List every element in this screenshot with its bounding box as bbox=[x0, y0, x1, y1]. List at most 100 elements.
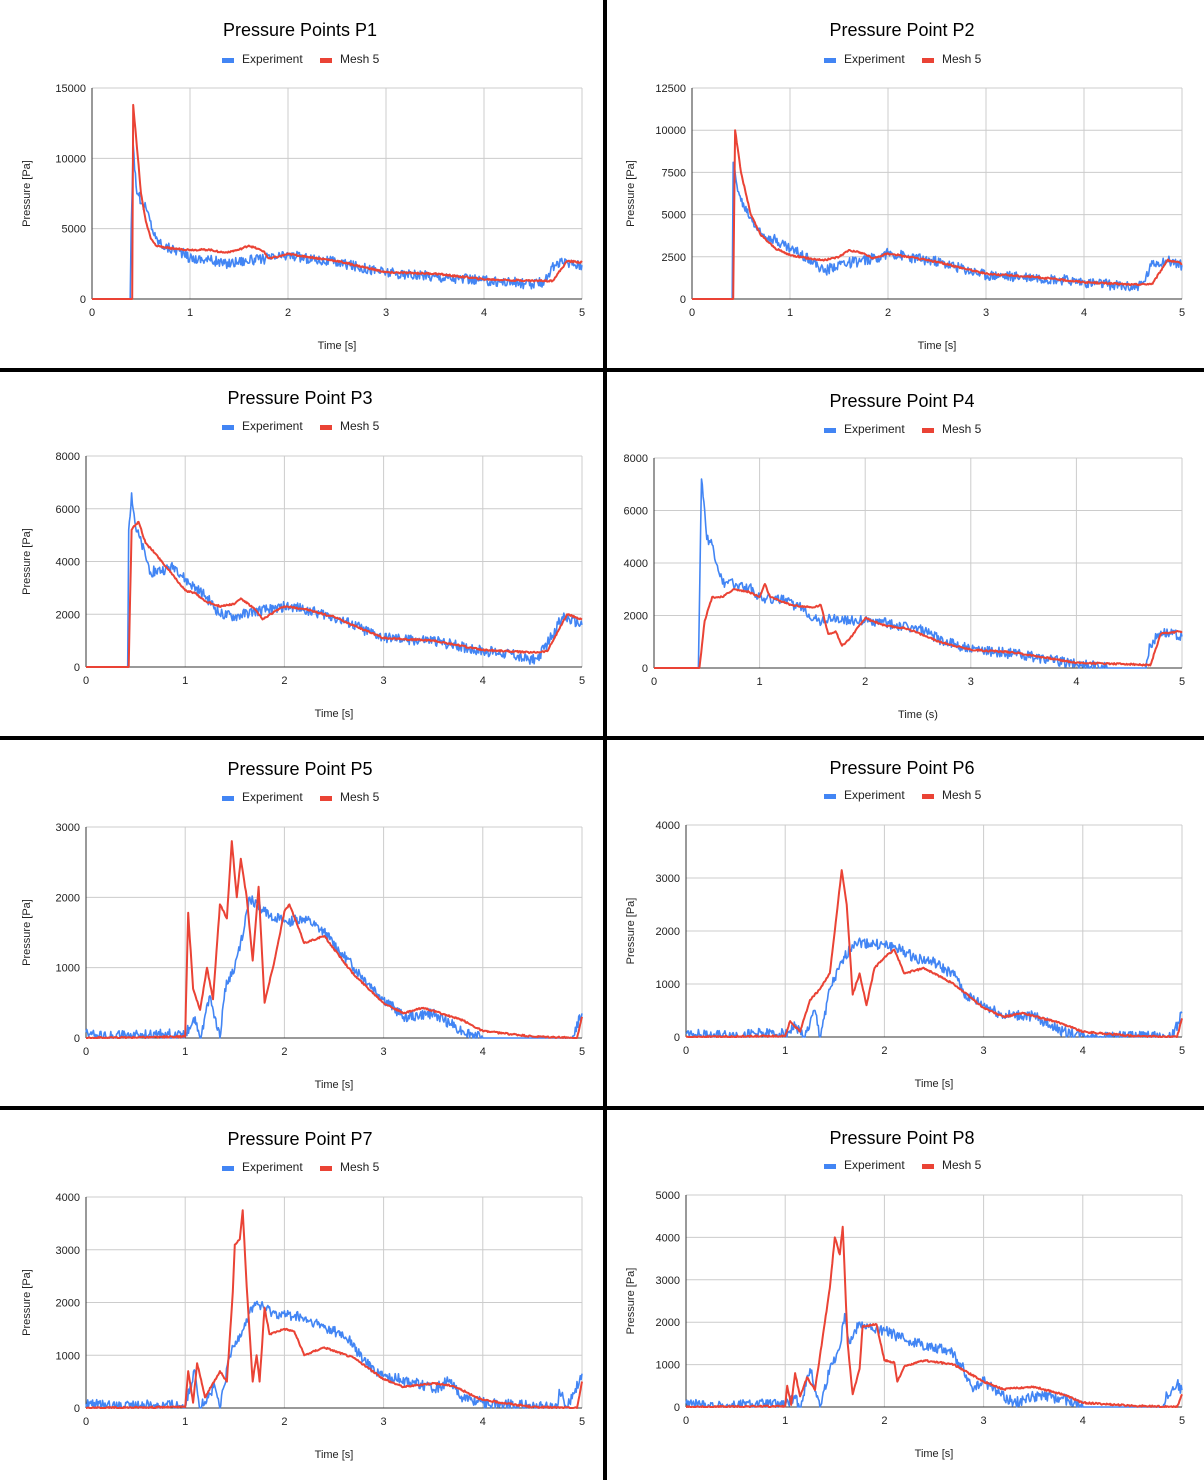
y-tick-label: 8000 bbox=[56, 451, 80, 463]
x-tick-label: 2 bbox=[281, 1416, 287, 1428]
chart-p8: Pressure Point P8 Experiment Mesh 5 0 1000 20… bbox=[604, 1110, 1204, 1480]
legend-label-mesh: Mesh 5 bbox=[942, 1158, 982, 1172]
x-axis-label: Time [s] bbox=[915, 1078, 954, 1090]
chart-title: Pressure Point P7 bbox=[227, 1129, 372, 1149]
x-tick-label: 2 bbox=[881, 1045, 887, 1057]
legend-swatch-experiment bbox=[222, 1166, 234, 1171]
legend-swatch-mesh bbox=[320, 425, 332, 430]
x-tick-label: 5 bbox=[1179, 676, 1185, 688]
y-tick-label: 1000 bbox=[656, 979, 680, 991]
chart-title: Pressure Points P1 bbox=[223, 20, 377, 40]
x-tick-label: 3 bbox=[981, 1415, 987, 1427]
y-tick-label: 15000 bbox=[55, 83, 86, 95]
legend-swatch-experiment bbox=[222, 425, 234, 430]
x-axis-label: Time [s] bbox=[918, 340, 957, 352]
chart-title: Pressure Point P6 bbox=[829, 758, 974, 778]
y-tick-label: 12500 bbox=[655, 83, 686, 95]
x-tick-label: 1 bbox=[757, 676, 763, 688]
x-tick-label: 4 bbox=[1073, 676, 1079, 688]
y-tick-label: 0 bbox=[674, 1402, 680, 1414]
series-line-experiment bbox=[685, 1312, 1183, 1408]
x-tick-label: 5 bbox=[1179, 1045, 1185, 1057]
x-tick-label: 3 bbox=[381, 675, 387, 687]
legend-label-experiment: Experiment bbox=[844, 788, 905, 802]
x-tick-label: 3 bbox=[981, 1045, 987, 1057]
x-tick-label: 1 bbox=[182, 1416, 188, 1428]
legend-label-experiment: Experiment bbox=[242, 790, 303, 804]
y-axis-label: Pressure [Pa] bbox=[625, 898, 637, 965]
y-tick-label: 0 bbox=[74, 1033, 80, 1045]
x-tick-label: 0 bbox=[83, 1416, 89, 1428]
y-tick-label: 4000 bbox=[56, 557, 80, 569]
legend-swatch-mesh bbox=[922, 794, 934, 799]
legend: Experiment Mesh 5 bbox=[222, 1160, 380, 1174]
series-line-experiment bbox=[685, 937, 1183, 1038]
chart-title: Pressure Point P3 bbox=[227, 388, 372, 408]
legend: Experiment Mesh 5 bbox=[222, 419, 380, 433]
y-axis-label: Pressure [Pa] bbox=[21, 1269, 33, 1336]
x-tick-label: 1 bbox=[787, 307, 793, 319]
x-tick-label: 4 bbox=[480, 1046, 486, 1058]
y-tick-label: 1000 bbox=[56, 963, 80, 975]
y-tick-label: 0 bbox=[80, 294, 86, 306]
x-tick-label: 0 bbox=[689, 307, 695, 319]
chart-p4: Pressure Point P4 Experiment Mesh 5 0 2000 40… bbox=[604, 370, 1204, 738]
legend-swatch-experiment bbox=[824, 428, 836, 433]
series-line-experiment bbox=[85, 1300, 583, 1409]
x-tick-label: 0 bbox=[89, 307, 95, 319]
y-tick-label: 2000 bbox=[56, 609, 80, 621]
x-tick-label: 5 bbox=[579, 675, 585, 687]
x-tick-label: 0 bbox=[683, 1415, 689, 1427]
x-tick-label: 0 bbox=[83, 1046, 89, 1058]
x-axis-label: Time [s] bbox=[315, 1079, 354, 1091]
y-tick-label: 4000 bbox=[656, 1232, 680, 1244]
y-tick-label: 8000 bbox=[624, 453, 648, 465]
legend-swatch-experiment bbox=[824, 794, 836, 799]
x-tick-label: 2 bbox=[285, 307, 291, 319]
y-tick-label: 1000 bbox=[656, 1360, 680, 1372]
legend-swatch-experiment bbox=[222, 796, 234, 801]
x-tick-label: 4 bbox=[480, 1416, 486, 1428]
chart-p3: Pressure Point P3 Experiment Mesh 5 0 2000 40… bbox=[0, 370, 604, 738]
y-tick-label: 10000 bbox=[55, 153, 86, 165]
y-tick-label: 0 bbox=[74, 662, 80, 674]
x-tick-label: 4 bbox=[1081, 307, 1087, 319]
legend-swatch-mesh bbox=[922, 1164, 934, 1169]
x-tick-label: 4 bbox=[1080, 1415, 1086, 1427]
x-tick-label: 1 bbox=[782, 1045, 788, 1057]
legend-swatch-mesh bbox=[320, 58, 332, 63]
legend: Experiment Mesh 5 bbox=[222, 52, 380, 66]
y-tick-label: 5000 bbox=[62, 224, 86, 236]
x-axis-label: Time [s] bbox=[915, 1448, 954, 1460]
x-tick-label: 1 bbox=[182, 1046, 188, 1058]
chart-title: Pressure Point P5 bbox=[227, 759, 372, 779]
chart-p5: Pressure Point P5 Experiment Mesh 5 0 1000 20… bbox=[0, 740, 604, 1108]
y-tick-label: 5000 bbox=[656, 1190, 680, 1202]
y-axis-label: Pressure [Pa] bbox=[625, 160, 637, 227]
x-axis-label: Time (s) bbox=[898, 709, 938, 721]
x-tick-label: 2 bbox=[281, 675, 287, 687]
y-tick-label: 6000 bbox=[624, 506, 648, 518]
x-tick-label: 2 bbox=[885, 307, 891, 319]
series-line-mesh bbox=[685, 869, 1183, 1038]
legend-label-mesh: Mesh 5 bbox=[942, 52, 982, 66]
x-tick-label: 1 bbox=[187, 307, 193, 319]
chart-p2: Pressure Point P2 Experiment Mesh 5 0 2500 50… bbox=[604, 0, 1204, 368]
legend-swatch-mesh bbox=[320, 1166, 332, 1171]
y-tick-label: 3000 bbox=[656, 1275, 680, 1287]
x-axis-label: Time [s] bbox=[315, 708, 354, 720]
x-tick-label: 1 bbox=[782, 1415, 788, 1427]
y-tick-label: 0 bbox=[674, 1032, 680, 1044]
y-tick-label: 10000 bbox=[655, 125, 686, 137]
y-axis-label: Pressure [Pa] bbox=[625, 1268, 637, 1335]
legend-label-experiment: Experiment bbox=[844, 422, 905, 436]
chart-svg-p1: Pressure Points P1 Experiment Mesh 5 0 5000 1… bbox=[21, 20, 585, 352]
legend-label-mesh: Mesh 5 bbox=[340, 52, 380, 66]
legend-swatch-experiment bbox=[824, 58, 836, 63]
chart-title: Pressure Point P4 bbox=[829, 391, 974, 411]
y-tick-label: 0 bbox=[680, 294, 686, 306]
horizontal-divider-1 bbox=[0, 368, 1204, 372]
chart-p1: Pressure Points P1 Experiment Mesh 5 0 5000 1… bbox=[0, 0, 604, 368]
